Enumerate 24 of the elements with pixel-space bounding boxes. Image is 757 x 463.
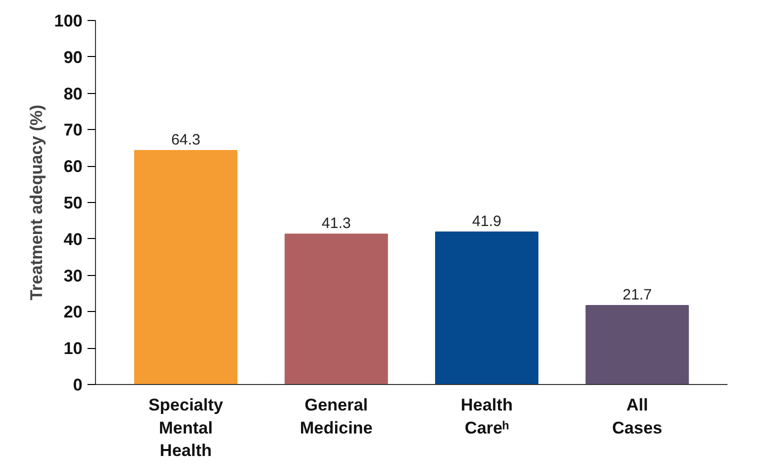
x-tick-label: General Medicine [300,396,373,438]
y-tick-label: 30 [64,266,83,286]
bar [134,150,238,384]
y-tick-label: 100 [54,12,83,30]
y-tick-label: 80 [64,84,83,104]
data-label: 21.7 [622,286,652,304]
data-label: 41.9 [472,212,502,230]
x-tick-label: Health Careʰ [460,396,513,438]
x-tick-label: Specialty Mental Health [148,396,224,460]
y-tick-label: 50 [64,194,83,212]
data-label: 41.3 [322,215,351,232]
y-tick-label: 60 [64,157,83,176]
y-tick-label: 10 [64,339,83,358]
y-tick-label: 20 [64,302,83,322]
bar [435,231,538,384]
x-tick-label: All Cases [612,396,662,438]
y-tick-label: 90 [64,48,83,67]
y-tick-label: 40 [64,230,83,249]
y-tick-label: 0 [73,376,83,394]
data-label: 64.3 [171,131,200,148]
bar [284,234,388,384]
y-tick-label: 70 [64,120,83,140]
bar [586,305,689,384]
y-axis-title: Treatment adequacy (%) [27,104,46,300]
